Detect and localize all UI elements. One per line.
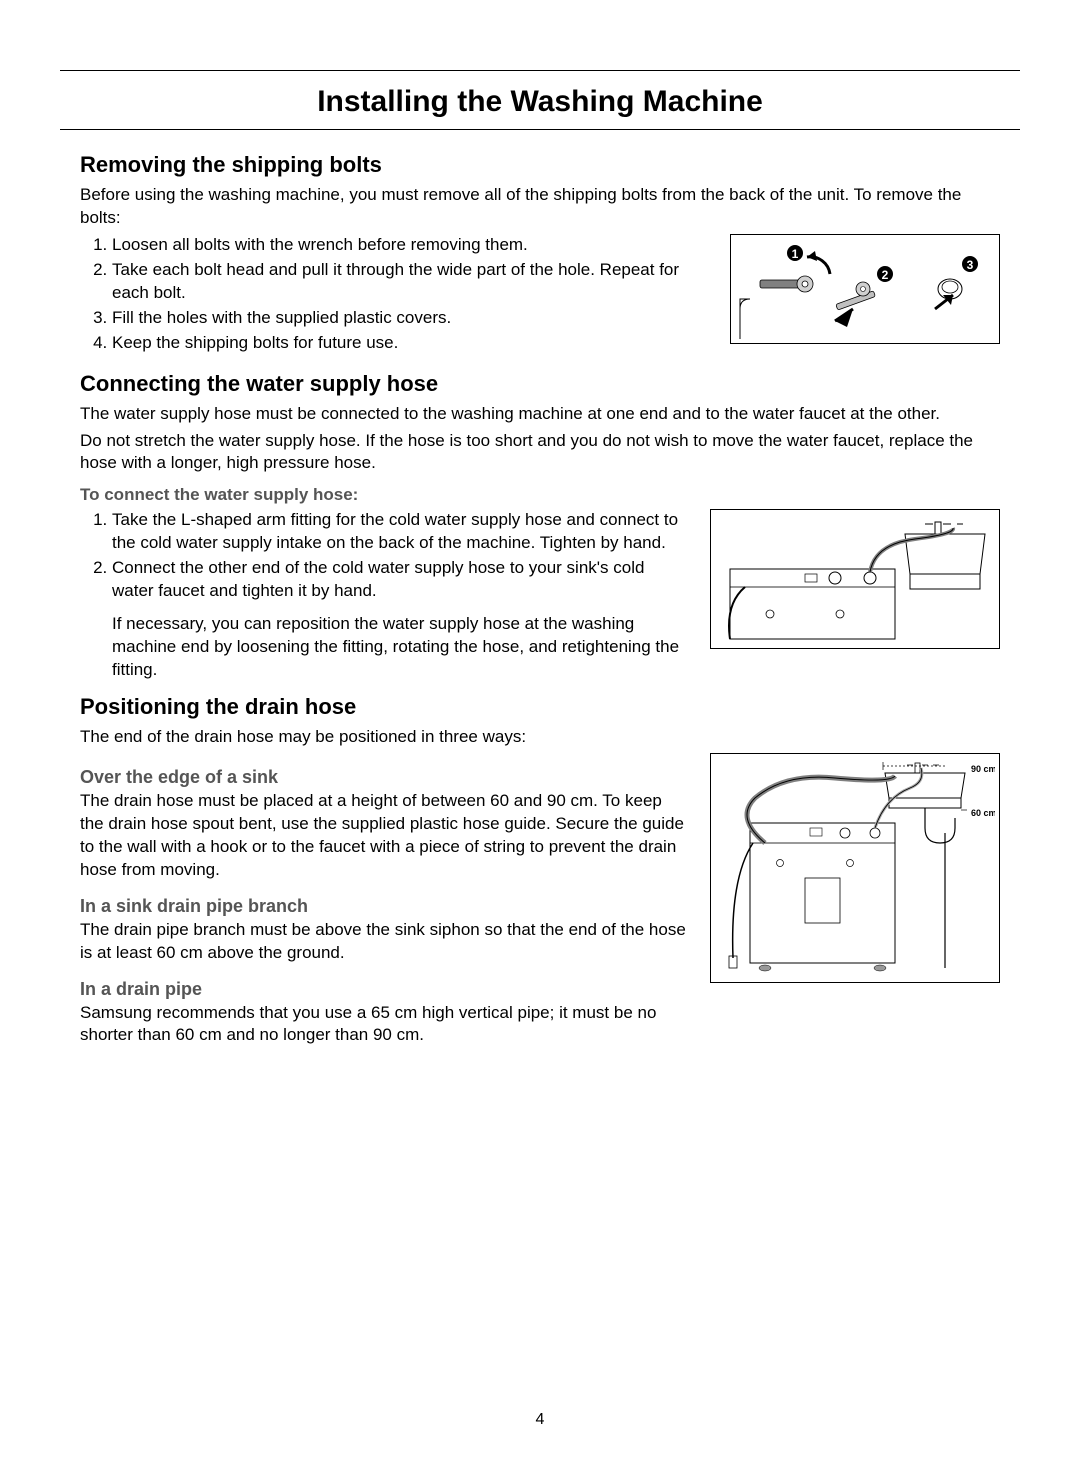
supply-steps: Take the L-shaped arm fitting for the co…	[80, 509, 690, 603]
drain-figure: 90 cm 60 cm	[710, 753, 1000, 983]
drain-intro: The end of the drain hose may be positio…	[80, 726, 1000, 749]
drain-sub3-heading: In a drain pipe	[80, 979, 690, 1000]
supply-sublabel: To connect the water supply hose:	[80, 485, 1000, 505]
heading-supply: Connecting the water supply hose	[80, 371, 1000, 397]
callout-num: 2	[882, 268, 889, 282]
callout-num: 3	[967, 258, 974, 272]
bolts-row: Loosen all bolts with the wrench before …	[80, 234, 1000, 365]
drain-sub1-heading: Over the edge of a sink	[80, 767, 690, 788]
drain-row: Over the edge of a sink The drain hose m…	[80, 753, 1000, 1052]
bolts-diagram-svg: 1 2	[735, 239, 995, 339]
drain-sub1-body: The drain hose must be placed at a heigh…	[80, 790, 690, 882]
bolts-intro: Before using the washing machine, you mu…	[80, 184, 1000, 230]
supply-figure-col	[710, 509, 1000, 649]
drain-figure-col: 90 cm 60 cm	[710, 753, 1000, 983]
page-title: Installing the Washing Machine	[60, 79, 1020, 129]
bolts-steps-col: Loosen all bolts with the wrench before …	[80, 234, 710, 365]
supply-para1: The water supply hose must be connected …	[80, 403, 1000, 426]
drain-text-col: Over the edge of a sink The drain hose m…	[80, 753, 690, 1052]
bolts-steps: Loosen all bolts with the wrench before …	[80, 234, 710, 355]
bolts-step: Loosen all bolts with the wrench before …	[112, 234, 710, 257]
title-rule	[60, 129, 1020, 130]
content-area: Removing the shipping bolts Before using…	[60, 152, 1020, 1051]
supply-para2: Do not stretch the water supply hose. If…	[80, 430, 1000, 476]
drain-sub2-heading: In a sink drain pipe branch	[80, 896, 690, 917]
heading-drain: Positioning the drain hose	[80, 694, 1000, 720]
top-rule	[60, 70, 1020, 71]
bolts-step: Take each bolt head and pull it through …	[112, 259, 710, 305]
bolts-figure-col: 1 2	[730, 234, 1000, 344]
dim-label-90: 90 cm	[971, 764, 995, 774]
supply-note: If necessary, you can reposition the wat…	[112, 613, 690, 682]
supply-step: Connect the other end of the cold water …	[112, 557, 690, 603]
bolts-step: Fill the holes with the supplied plastic…	[112, 307, 710, 330]
bolts-step: Keep the shipping bolts for future use.	[112, 332, 710, 355]
heading-bolts: Removing the shipping bolts	[80, 152, 1000, 178]
page-number: 4	[0, 1411, 1080, 1429]
drain-sub2-body: The drain pipe branch must be above the …	[80, 919, 690, 965]
drain-sub3-body: Samsung recommends that you use a 65 cm …	[80, 1002, 690, 1048]
supply-steps-col: Take the L-shaped arm fitting for the co…	[80, 509, 690, 688]
supply-figure	[710, 509, 1000, 649]
supply-diagram-svg	[715, 514, 995, 644]
supply-row: Take the L-shaped arm fitting for the co…	[80, 509, 1000, 688]
callout-num: 1	[792, 247, 799, 261]
bolts-figure: 1 2	[730, 234, 1000, 344]
drain-diagram-svg: 90 cm 60 cm	[715, 758, 995, 978]
dim-label-60: 60 cm	[971, 808, 995, 818]
supply-step: Take the L-shaped arm fitting for the co…	[112, 509, 690, 555]
